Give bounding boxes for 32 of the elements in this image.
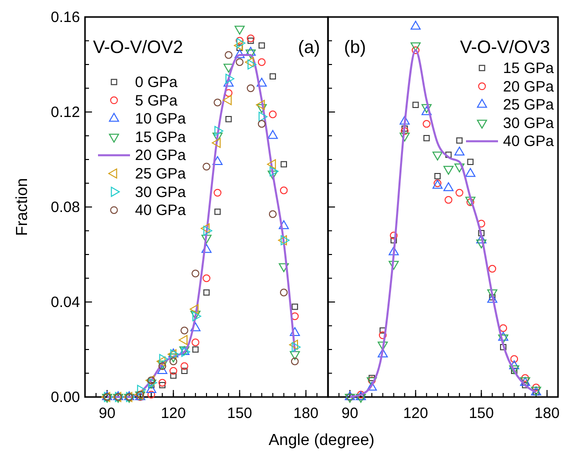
legend-label: 5 GPa (135, 92, 178, 110)
x-tick-label: 120 (160, 405, 186, 422)
legend-label: 25 GPa (503, 96, 555, 114)
legend-label: 0 GPa (135, 74, 178, 91)
annotation: V-O-V/OV3 (460, 37, 550, 57)
legend-label: 15 GPa (503, 60, 555, 77)
y-axis-title: Fraction (14, 178, 31, 236)
y-tick-label: 0.12 (50, 104, 80, 121)
y-tick-label: 0.08 (50, 199, 80, 216)
y-tick-label: 0.00 (50, 389, 80, 406)
legend-label: 10 GPa (135, 110, 187, 128)
x-tick-label: 180 (534, 405, 560, 422)
legend-label: 15 GPa (135, 128, 187, 146)
x-tick-label: 90 (342, 405, 358, 422)
x-tick-label: 150 (227, 405, 252, 422)
y-tick-label: 0.04 (50, 294, 80, 311)
legend-label: 20 GPa (135, 147, 187, 164)
x-tick-label: 120 (403, 405, 428, 422)
annotation: V-O-V/OV2 (93, 37, 184, 57)
legend-label: 40 GPa (503, 133, 555, 150)
legend-label: 40 GPa (135, 202, 187, 220)
annotation: (a) (298, 37, 320, 57)
legend-label: 20 GPa (503, 78, 555, 96)
x-tick-label: 150 (468, 405, 494, 422)
legend-label: 30 GPa (503, 114, 555, 132)
legend-label: 25 GPa (135, 166, 187, 182)
y-tick-label: 0.16 (50, 9, 80, 26)
legend-label: 30 GPa (135, 184, 187, 201)
x-tick-label: 180 (293, 405, 318, 422)
x-tick-label: 90 (98, 405, 116, 422)
x-axis-title: Angle (degree) (268, 432, 374, 449)
annotation: (b) (344, 37, 366, 57)
